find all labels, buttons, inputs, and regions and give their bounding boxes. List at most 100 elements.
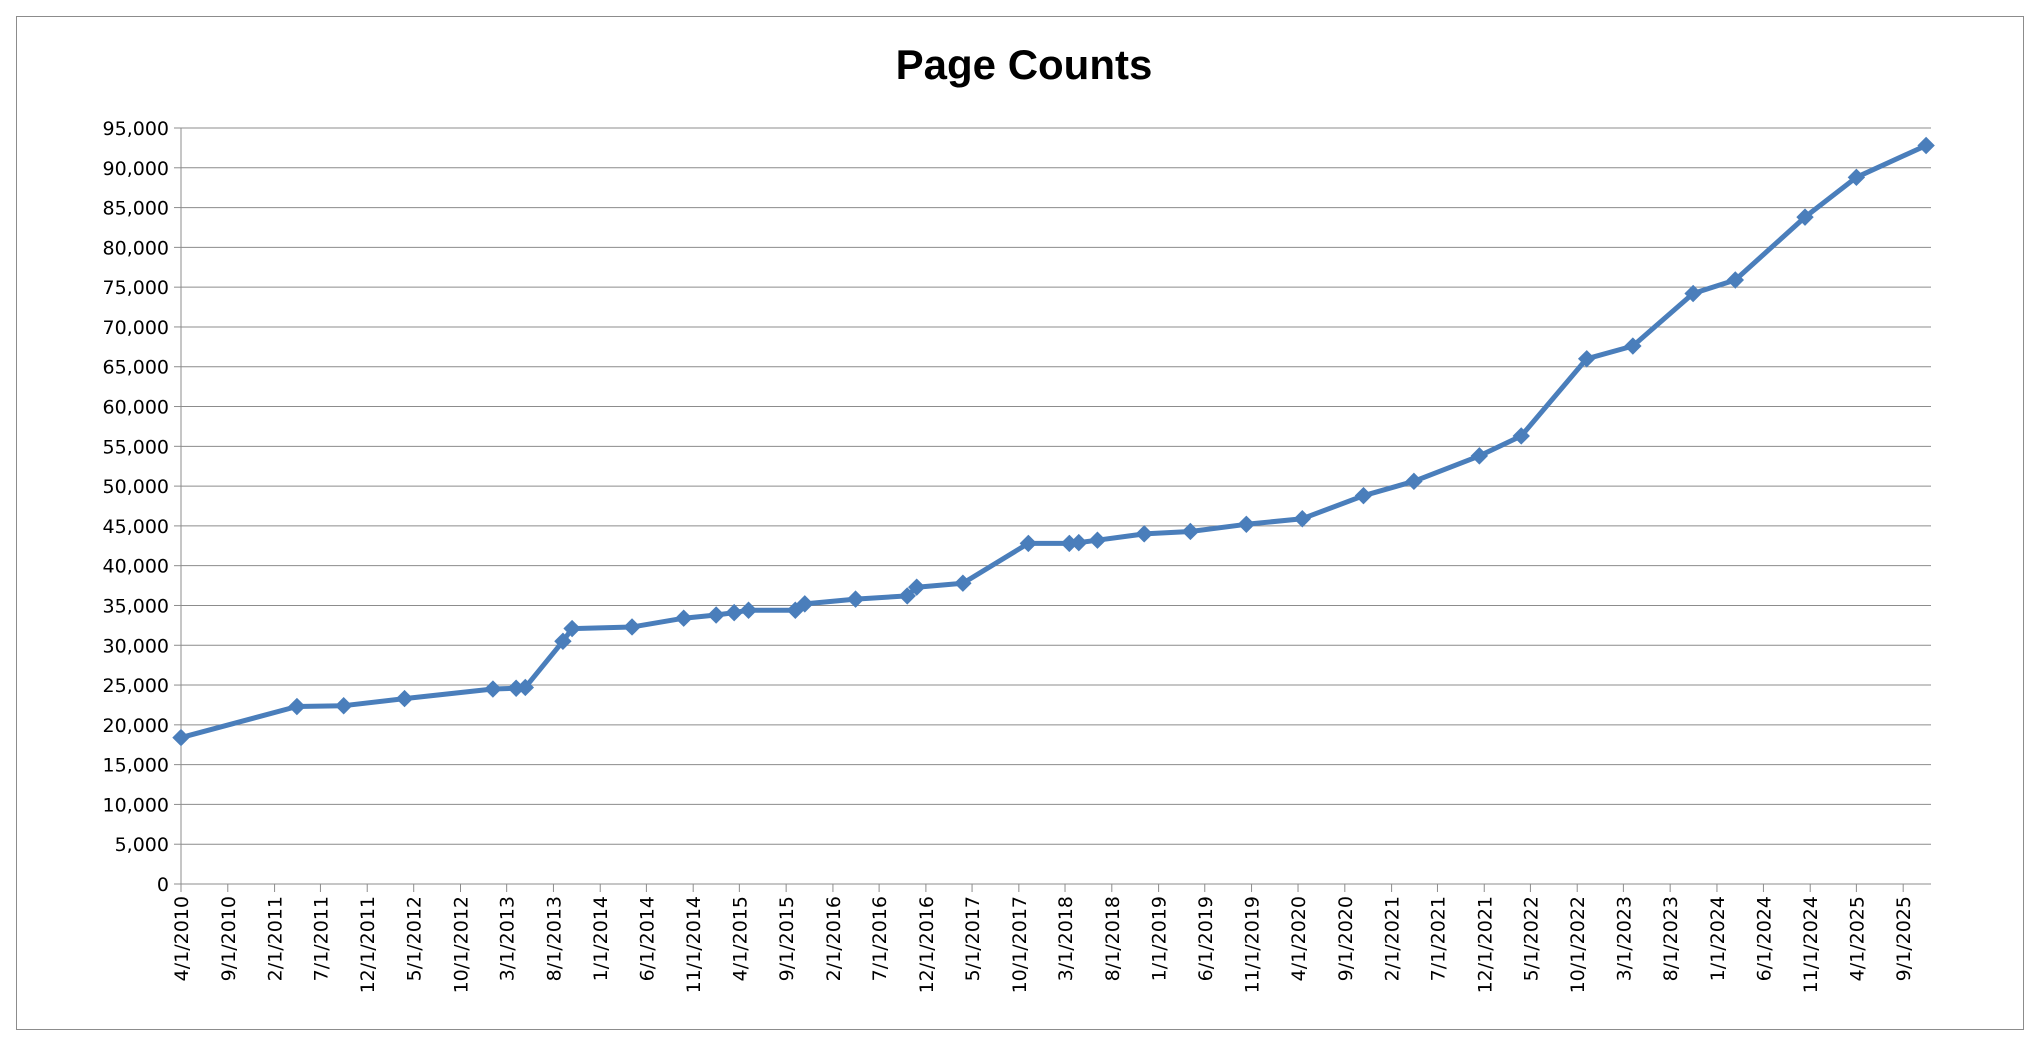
data-point-0-23 xyxy=(1088,531,1107,549)
data-point-0-19 xyxy=(954,574,972,592)
x-tick-label-6: 10/1/2012 xyxy=(450,896,472,993)
y-tick-label-1: 5,000 xyxy=(115,834,169,856)
data-point-0-22 xyxy=(1070,533,1088,552)
axes xyxy=(174,127,1931,892)
data-point-0-3 xyxy=(395,689,414,708)
grid-lines xyxy=(181,127,1931,845)
x-tick-label-22: 6/1/2019 xyxy=(1195,896,1217,981)
data-point-0-6 xyxy=(516,678,535,697)
data-point-0-1 xyxy=(288,697,306,716)
x-tick-label-37: 9/1/2025 xyxy=(1893,896,1915,981)
y-axis-tick-labels: 0 5,000 10,000 15,000 20,000 25,000 30,000 35,0… xyxy=(103,118,169,896)
data-point-0-15 xyxy=(796,595,814,613)
data-point-0-24 xyxy=(1135,525,1153,543)
x-tick-label-25: 9/1/2020 xyxy=(1335,896,1357,981)
y-tick-label-3: 15,000 xyxy=(103,755,169,777)
series-0-line xyxy=(178,143,1929,741)
x-tick-label-9: 1/1/2014 xyxy=(590,896,612,981)
data-point-0-12 xyxy=(725,603,743,622)
x-tick-label-30: 10/1/2022 xyxy=(1567,896,1589,993)
y-tick-label-16: 80,000 xyxy=(103,237,169,259)
x-tick-label-21: 1/1/2019 xyxy=(1149,896,1171,981)
y-tick-label-6: 30,000 xyxy=(103,635,169,657)
x-tick-label-12: 4/1/2015 xyxy=(729,896,751,981)
x-tick-label-4: 12/1/2011 xyxy=(357,896,379,993)
x-tick-label-1: 9/1/2010 xyxy=(218,896,240,981)
x-tick-label-34: 6/1/2024 xyxy=(1753,896,1775,981)
y-tick-label-5: 25,000 xyxy=(103,675,169,697)
data-point-0-30 xyxy=(1470,447,1489,465)
x-axis-tick-labels: 4/1/2010 9/1/2010 2/1/2011 7/1/2011 12/1/201… xyxy=(171,896,1915,993)
x-tick-label-3: 7/1/2011 xyxy=(310,896,332,981)
x-tick-label-18: 10/1/2017 xyxy=(1009,896,1031,993)
series-line xyxy=(178,143,1929,741)
x-tick-label-27: 7/1/2021 xyxy=(1427,896,1449,981)
data-point-0-32 xyxy=(1577,350,1596,368)
data-point-0-17 xyxy=(898,587,916,605)
x-tick-label-26: 2/1/2021 xyxy=(1382,896,1404,981)
data-point-0-37 xyxy=(1847,168,1866,187)
chart-title: Page Counts xyxy=(896,41,1153,88)
x-tick-label-23: 11/1/2019 xyxy=(1242,896,1264,993)
y-tick-label-0: 0 xyxy=(157,874,169,896)
y-tick-label-11: 55,000 xyxy=(103,436,169,458)
x-tick-label-15: 7/1/2016 xyxy=(869,896,891,981)
y-tick-label-10: 50,000 xyxy=(103,476,169,498)
data-point-0-29 xyxy=(1405,472,1423,491)
y-tick-label-19: 95,000 xyxy=(103,118,169,140)
data-point-0-38 xyxy=(1917,136,1935,155)
page-counts-chart: Page Counts 0 5,000 10,000 15,000 20,000 25,0… xyxy=(103,41,1935,993)
data-point-0-28 xyxy=(1354,486,1373,505)
data-point-0-9 xyxy=(623,618,641,636)
y-tick-label-2: 10,000 xyxy=(103,794,169,816)
chart-frame: Page Counts 0 5,000 10,000 15,000 20,000 25,0… xyxy=(16,16,2024,1030)
x-tick-label-35: 11/1/2024 xyxy=(1800,896,1822,993)
x-tick-label-31: 3/1/2023 xyxy=(1613,896,1635,981)
x-tick-label-20: 8/1/2018 xyxy=(1102,896,1124,981)
data-point-0-27 xyxy=(1293,510,1312,528)
x-tick-label-19: 3/1/2018 xyxy=(1055,896,1077,981)
x-tick-label-13: 9/1/2015 xyxy=(776,896,798,981)
data-point-0-11 xyxy=(707,606,725,624)
data-point-0-8 xyxy=(563,619,581,638)
y-tick-label-15: 75,000 xyxy=(103,277,169,299)
x-tick-label-33: 1/1/2024 xyxy=(1707,896,1729,981)
y-tick-label-13: 65,000 xyxy=(103,357,169,379)
x-tick-label-2: 2/1/2011 xyxy=(265,896,287,981)
x-tick-label-24: 4/1/2020 xyxy=(1288,896,1310,981)
data-point-0-25 xyxy=(1181,522,1200,541)
x-tick-label-17: 5/1/2017 xyxy=(962,896,984,981)
y-tick-label-4: 20,000 xyxy=(103,715,169,737)
data-markers xyxy=(172,136,1935,747)
data-point-0-35 xyxy=(1726,271,1745,289)
x-tick-label-0: 4/1/2010 xyxy=(171,896,193,981)
x-tick-label-5: 5/1/2012 xyxy=(404,896,426,981)
x-tick-label-36: 4/1/2025 xyxy=(1846,896,1868,981)
y-tick-label-8: 40,000 xyxy=(103,556,169,578)
data-point-0-31 xyxy=(1512,427,1530,445)
y-tick-label-9: 45,000 xyxy=(103,516,169,538)
x-tick-label-14: 2/1/2016 xyxy=(823,896,845,981)
x-tick-label-16: 12/1/2016 xyxy=(916,896,938,993)
data-point-0-2 xyxy=(334,697,353,715)
data-point-0-34 xyxy=(1684,284,1702,303)
data-point-0-26 xyxy=(1237,515,1256,534)
data-point-0-20 xyxy=(1019,534,1038,553)
data-point-0-7 xyxy=(554,632,572,650)
data-point-0-0 xyxy=(172,728,190,747)
x-tick-label-11: 11/1/2014 xyxy=(683,896,705,993)
x-tick-label-28: 12/1/2021 xyxy=(1474,896,1496,993)
data-point-0-18 xyxy=(908,578,926,596)
x-tick-label-7: 3/1/2013 xyxy=(497,896,519,981)
x-tick-label-8: 8/1/2013 xyxy=(543,896,565,981)
y-tick-label-14: 70,000 xyxy=(103,317,169,339)
x-tick-label-32: 8/1/2023 xyxy=(1660,896,1682,981)
x-tick-label-29: 5/1/2022 xyxy=(1520,896,1542,981)
x-tick-label-10: 6/1/2014 xyxy=(636,896,658,981)
data-point-0-4 xyxy=(484,680,502,698)
data-point-0-36 xyxy=(1796,208,1814,226)
data-point-0-16 xyxy=(846,590,865,608)
y-tick-label-18: 90,000 xyxy=(103,158,169,180)
y-tick-label-7: 35,000 xyxy=(103,595,169,617)
data-point-0-33 xyxy=(1624,337,1642,355)
